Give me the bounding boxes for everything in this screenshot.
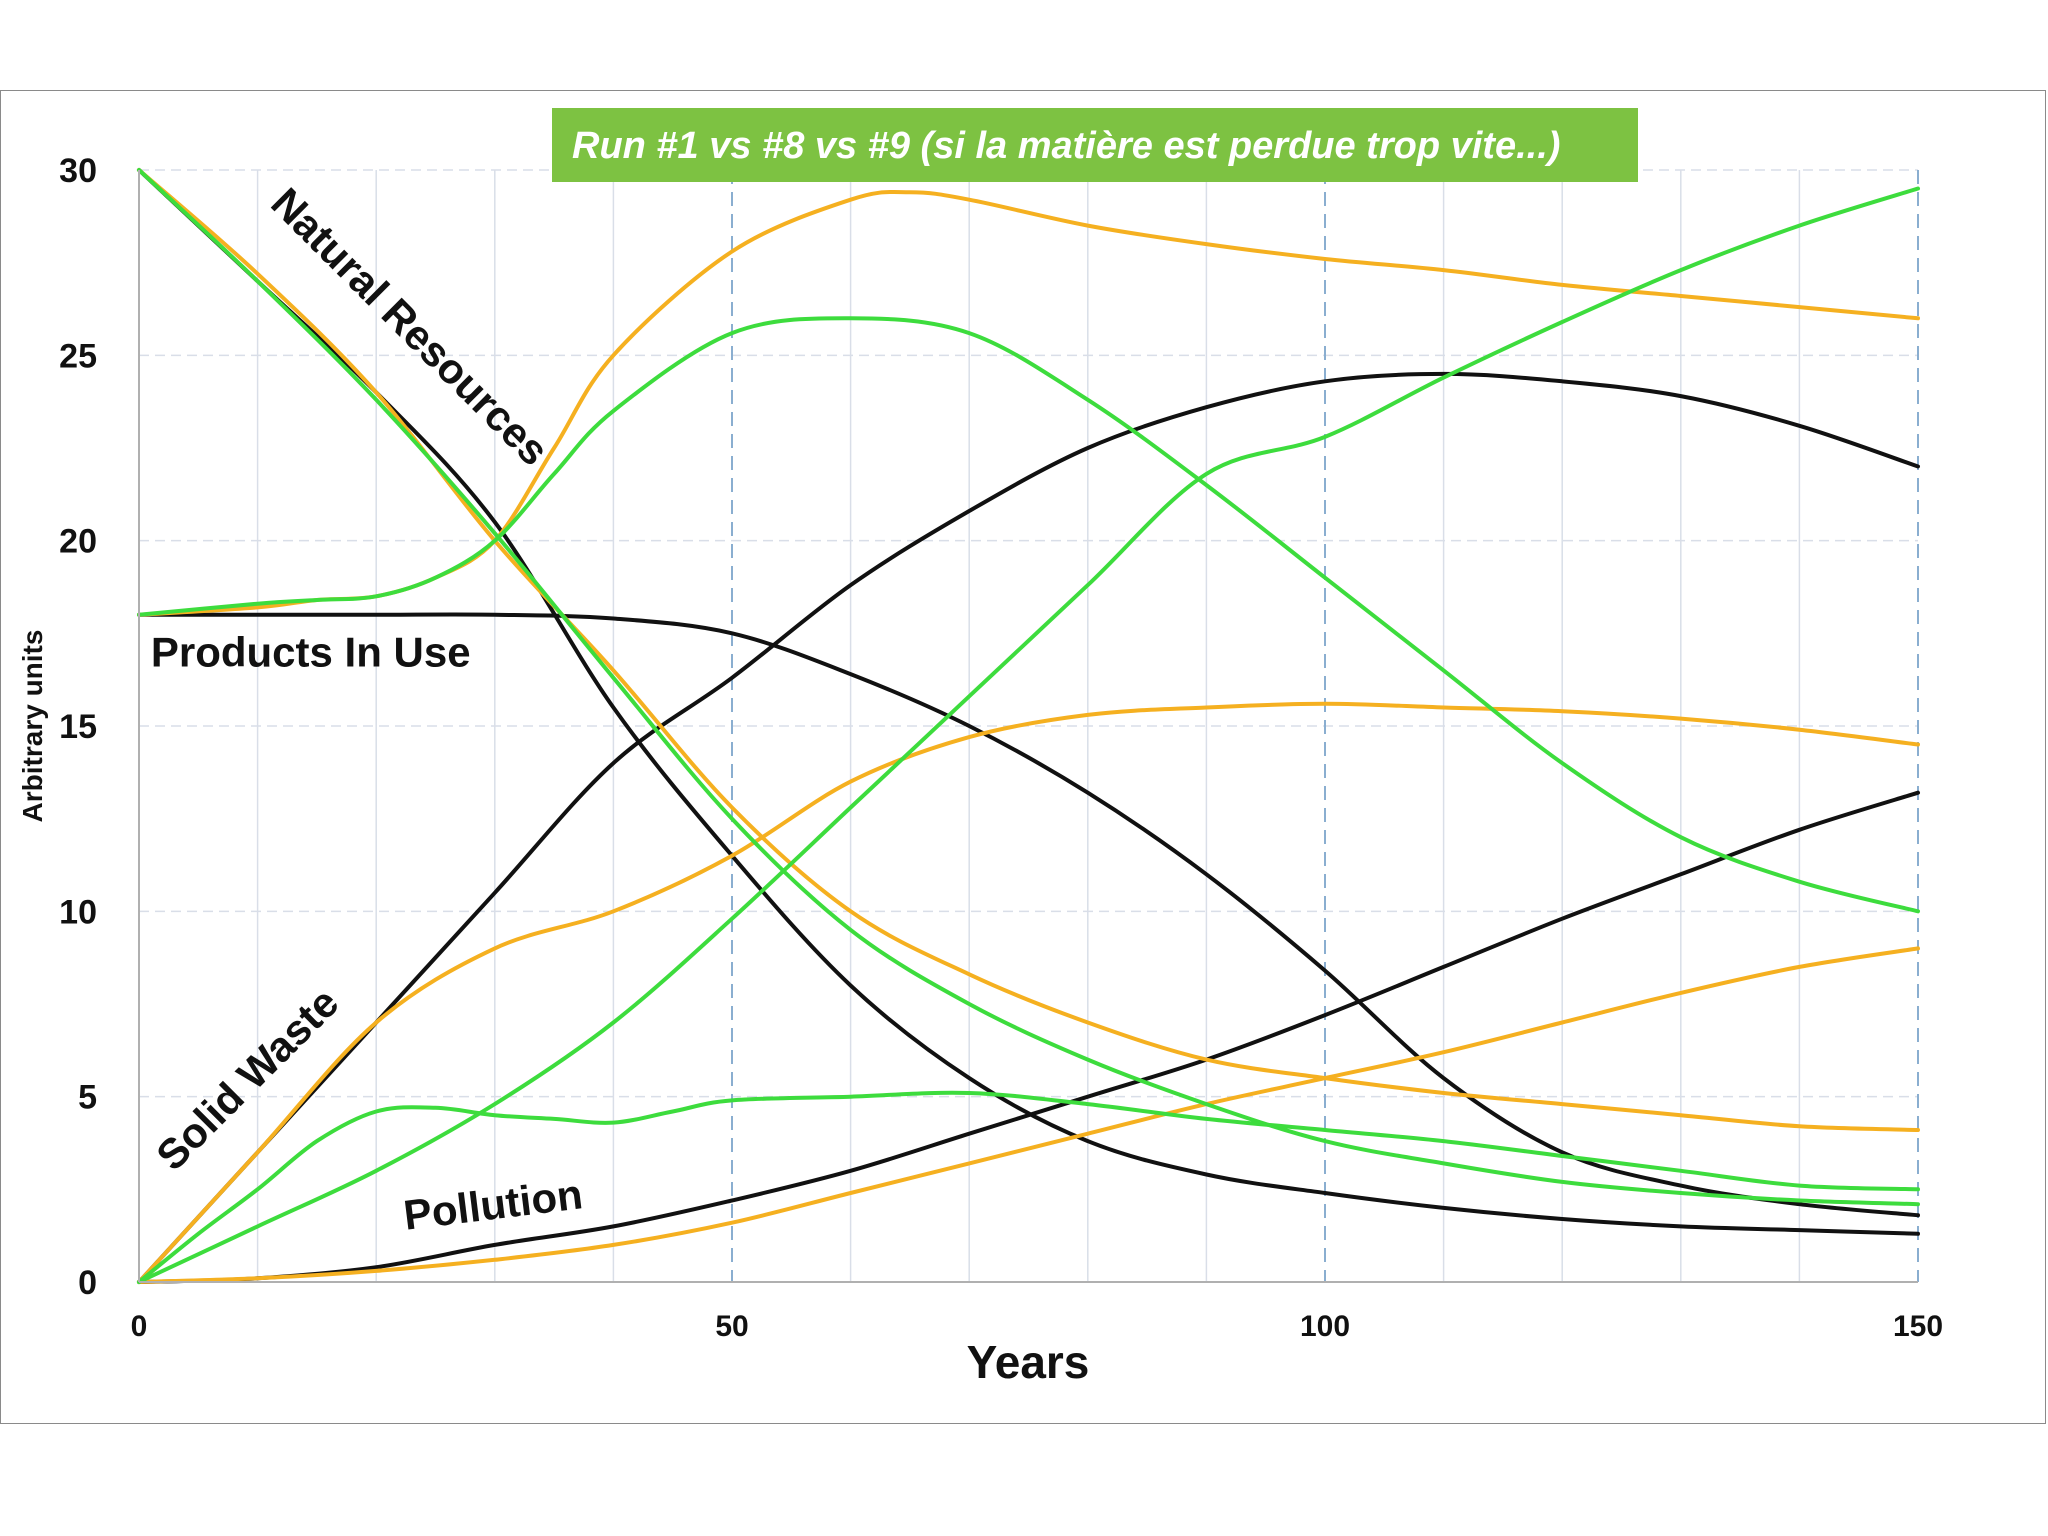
chart-title: Run #1 vs #8 vs #9 (si la matière est pe… [572, 125, 1560, 167]
y-tick-label: 25 [59, 337, 97, 375]
series-line-pollution-run-8 [137, 946, 1920, 1284]
y-axis-title: Arbitrary units [17, 630, 48, 823]
series-line-solid-waste-run-9 [137, 186, 1920, 1284]
series-line-natural-resources-run-1 [137, 168, 1920, 1236]
y-tick-label: 10 [59, 893, 97, 931]
series-line-pollution-run-1 [137, 790, 1920, 1284]
y-tick-label: 20 [59, 523, 97, 561]
y-tick-label: 0 [78, 1264, 97, 1302]
x-tick-label: 100 [1300, 1310, 1350, 1343]
chart-title-background [552, 108, 1638, 182]
y-tick-label: 30 [59, 152, 97, 190]
x-tick-label: 0 [131, 1310, 148, 1343]
y-tick-label: 15 [59, 708, 97, 746]
series-line-solid-waste-run-8 [137, 701, 1920, 1284]
annotation-pollution: Pollution [401, 1170, 585, 1239]
series-line-pollution-run-9 [137, 1090, 1920, 1284]
chart-frame [0, 90, 2046, 1424]
series-line-solid-waste-run-1 [137, 371, 1920, 1284]
series-line-natural-resources-run-9 [137, 168, 1920, 1207]
series-line-products-in-use-run-9 [137, 316, 1920, 914]
series-line-products-in-use-run-8 [137, 189, 1920, 617]
annotation-products-in-use: Products In Use [151, 629, 471, 676]
series-layer [137, 168, 1920, 1284]
chart-title-box: Run #1 vs #8 vs #9 (si la matière est pe… [552, 108, 1638, 182]
annotation-solid-waste: Solid Waste [147, 979, 347, 1179]
series-line-products-in-use-run-1 [137, 612, 1920, 1218]
x-axis-title: Years [967, 1336, 1090, 1388]
y-tick-label: 5 [78, 1079, 97, 1117]
axis-layer: 0 5 10 15 20 25 30 0 50 100 150 [59, 152, 1943, 1343]
x-tick-label: 50 [715, 1310, 748, 1343]
x-tick-label: 150 [1893, 1310, 1943, 1343]
